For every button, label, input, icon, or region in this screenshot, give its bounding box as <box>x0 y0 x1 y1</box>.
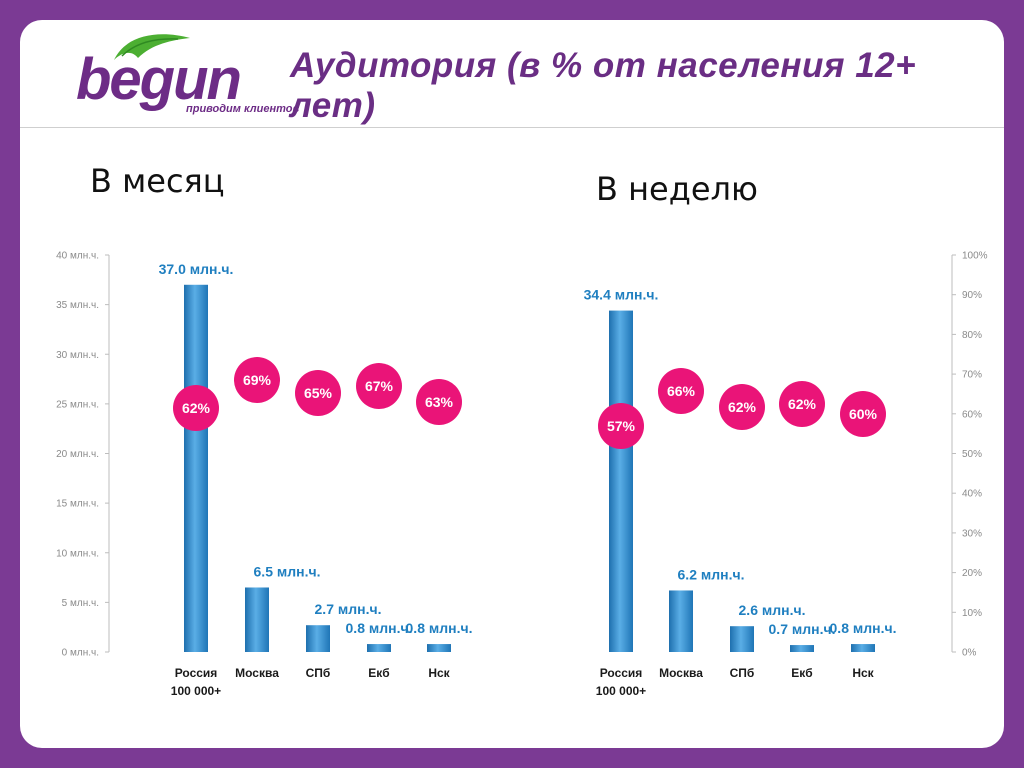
x-tick-label: Екб <box>791 666 812 680</box>
data-label: 6.2 млн.ч. <box>678 566 745 582</box>
bar <box>427 644 451 652</box>
y2-tick-label: 90% <box>962 290 982 301</box>
percent-label: 62% <box>788 396 817 412</box>
y2-tick-label: 20% <box>962 568 982 579</box>
y-tick-label: 35 млн.ч. <box>56 300 99 311</box>
bar <box>184 284 208 652</box>
bar <box>730 626 754 652</box>
x-tick-label: 100 000+ <box>596 684 646 698</box>
percent-bubble <box>658 368 704 414</box>
percent-label: 67% <box>365 378 394 394</box>
percent-label: 69% <box>243 372 272 388</box>
percent-bubble <box>779 381 825 427</box>
data-label: 34.4 млн.ч. <box>584 287 659 303</box>
y-tick-label: 20 млн.ч. <box>56 449 99 460</box>
percent-bubble <box>416 379 462 425</box>
x-tick-label: 100 000+ <box>171 684 221 698</box>
x-tick-label: Москва <box>235 666 279 680</box>
percent-bubble <box>295 370 341 416</box>
y-tick-label: 5 млн.ч. <box>62 598 99 609</box>
data-label: 2.6 млн.ч. <box>739 602 806 618</box>
y2-tick-label: 50% <box>962 449 982 460</box>
page-title: Аудитория (в % от населения 12+ лет) <box>290 46 917 125</box>
data-label: 0.8 млн.ч. <box>346 620 413 636</box>
data-label: 0.8 млн.ч. <box>406 620 473 636</box>
y2-tick-label: 70% <box>962 370 982 381</box>
begun-logo: begun приводим клиентов <box>76 28 336 128</box>
x-tick-label: СПб <box>730 666 755 680</box>
bar <box>245 587 269 652</box>
y-tick-label: 10 млн.ч. <box>56 548 99 559</box>
y2-tick-label: 40% <box>962 489 982 500</box>
x-tick-label: Екб <box>368 666 389 680</box>
y-tick-label: 15 млн.ч. <box>56 499 99 510</box>
x-tick-label: СПб <box>306 666 331 680</box>
x-tick-label: Россия <box>600 666 643 680</box>
data-label: 0.7 млн.ч. <box>769 621 836 637</box>
logo-wordmark: begun <box>76 47 242 112</box>
data-label: 2.7 млн.ч. <box>315 601 382 617</box>
y2-tick-label: 60% <box>962 409 982 420</box>
chart-title-week: В неделю <box>596 170 758 208</box>
percent-label: 62% <box>182 400 211 416</box>
percent-bubble <box>598 403 644 449</box>
percent-bubble <box>840 391 886 437</box>
x-tick-label: Нск <box>852 666 874 680</box>
x-tick-label: Россия <box>175 666 218 680</box>
percent-bubble <box>234 357 280 403</box>
y-tick-label: 40 млн.ч. <box>56 251 99 262</box>
percent-label: 57% <box>607 418 636 434</box>
logo-tagline: приводим клиентов <box>186 103 300 115</box>
y2-tick-label: 80% <box>962 330 982 341</box>
data-label: 6.5 млн.ч. <box>254 563 321 579</box>
chart-title-month: В месяц <box>90 162 225 200</box>
data-label: 0.8 млн.ч. <box>830 620 897 636</box>
y-tick-label: 25 млн.ч. <box>56 399 99 410</box>
percent-bubble <box>356 363 402 409</box>
y2-tick-label: 100% <box>962 251 988 262</box>
y2-tick-label: 0% <box>962 648 977 659</box>
percent-label: 60% <box>849 406 878 422</box>
percent-label: 66% <box>667 383 696 399</box>
percent-bubble <box>719 384 765 430</box>
data-label: 37.0 млн.ч. <box>159 261 234 277</box>
bar <box>609 310 633 652</box>
x-tick-label: Москва <box>659 666 703 680</box>
bar <box>669 590 693 652</box>
bar <box>367 644 391 652</box>
bar <box>790 645 814 652</box>
x-tick-label: Нск <box>428 666 450 680</box>
header-divider <box>20 127 1004 128</box>
y2-tick-label: 30% <box>962 528 982 539</box>
bar <box>306 625 330 652</box>
leaf-icon <box>114 34 190 60</box>
y2-tick-label: 10% <box>962 608 982 619</box>
y-tick-label: 30 млн.ч. <box>56 350 99 361</box>
bar <box>851 644 875 652</box>
percent-label: 62% <box>728 399 757 415</box>
percent-bubble <box>173 385 219 431</box>
y-tick-label: 0 млн.ч. <box>62 648 99 659</box>
percent-label: 63% <box>425 394 454 410</box>
percent-label: 65% <box>304 385 333 401</box>
